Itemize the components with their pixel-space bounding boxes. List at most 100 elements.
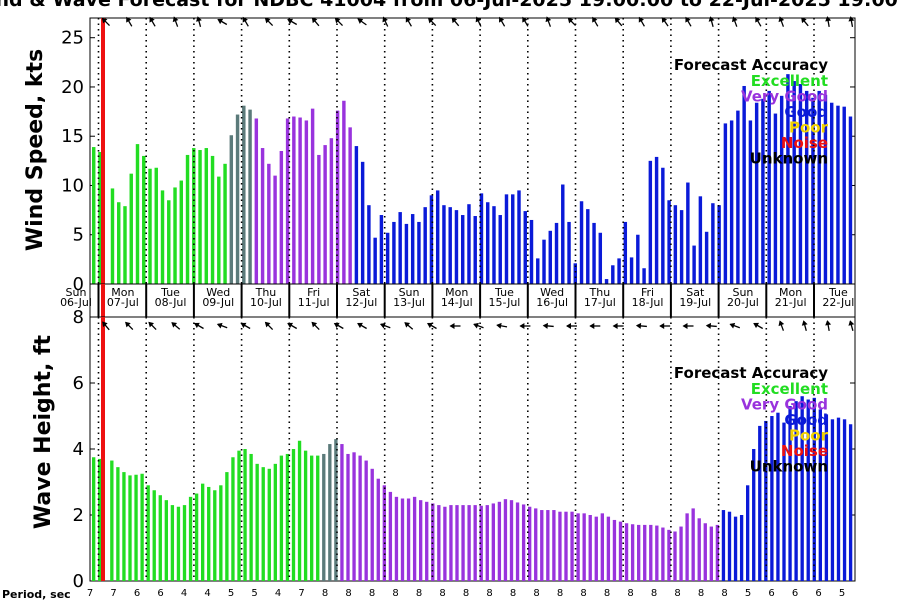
day-of-week-label: Sun xyxy=(732,286,753,299)
wind-direction-arrow xyxy=(427,17,437,26)
wind-direction-arrow xyxy=(311,17,320,27)
wind-bar xyxy=(561,184,565,284)
wave-bar xyxy=(509,500,514,581)
wave-bar xyxy=(406,498,411,581)
wind-bar xyxy=(242,105,246,284)
wave-bar xyxy=(328,444,332,581)
wave-direction-arrow xyxy=(848,320,855,331)
wave-bar xyxy=(637,524,641,581)
wind-bar xyxy=(217,176,221,284)
wave-bar xyxy=(370,468,374,581)
arrow-head xyxy=(404,322,411,328)
wind-bar xyxy=(279,151,284,284)
wind-bar xyxy=(517,190,521,284)
wave-bar xyxy=(110,460,114,581)
wind-direction-arrow xyxy=(661,17,669,27)
wind-bar xyxy=(567,221,571,284)
wind-direction-arrow xyxy=(778,16,785,27)
arrow-head xyxy=(542,322,548,329)
wind-bar xyxy=(486,202,490,284)
wave-bar xyxy=(437,505,441,581)
wave-direction-arrow xyxy=(287,322,298,330)
wave-bar xyxy=(297,440,302,581)
wind-bar xyxy=(373,237,377,284)
wind-bar xyxy=(392,221,396,284)
wind-bar xyxy=(779,95,784,285)
wave-direction-arrow xyxy=(566,323,577,329)
date-label: 18-Jul xyxy=(632,296,664,309)
arrow-head xyxy=(449,323,455,329)
wind-legend-item: Poor xyxy=(789,119,829,137)
wind-bar xyxy=(98,151,102,284)
period-value: 8 xyxy=(416,588,422,599)
arrow-head xyxy=(682,323,688,329)
wave-bar xyxy=(782,422,786,581)
wave-bar xyxy=(92,457,96,581)
arrow-head xyxy=(566,323,571,329)
period-value: 8 xyxy=(486,588,492,599)
wave-bar xyxy=(746,485,750,581)
period-value: 5 xyxy=(745,588,751,599)
day-of-week-label: Tue xyxy=(160,286,180,299)
wind-bar xyxy=(586,209,590,284)
wind-bar xyxy=(323,145,327,284)
wave-bar xyxy=(219,485,223,581)
arrow-head xyxy=(685,16,691,23)
wave-bar xyxy=(576,513,580,581)
day-of-week-label: Sun xyxy=(66,286,87,299)
date-label: 11-Jul xyxy=(298,296,330,309)
wave-direction-arrow xyxy=(379,322,391,329)
wind-bar xyxy=(698,196,703,284)
wave-bar xyxy=(152,490,156,581)
arrow-head xyxy=(149,16,155,23)
wind-bar xyxy=(410,214,415,284)
period-value: 8 xyxy=(557,588,563,599)
arrow-head xyxy=(264,17,271,24)
date-label: 12-Jul xyxy=(345,296,377,309)
period-value: 8 xyxy=(369,588,375,599)
wind-bar xyxy=(442,205,446,284)
wave-bar xyxy=(691,508,695,581)
arrow-head xyxy=(172,16,179,23)
arrow-head xyxy=(242,16,248,23)
arrow-head xyxy=(264,321,271,328)
day-of-week-label: Thu xyxy=(255,286,277,299)
day-of-week-label: Mon xyxy=(445,286,468,299)
wind-bar xyxy=(648,160,653,284)
wave-bar xyxy=(382,485,386,581)
wind-bar xyxy=(798,84,803,284)
arrow-head xyxy=(216,322,223,329)
wave-direction-arrow xyxy=(612,323,624,329)
day-of-week-label: Fri xyxy=(641,286,654,299)
wave-direction-arrow xyxy=(125,321,134,330)
wave-direction-arrow xyxy=(825,320,832,332)
wind-speed-panel: 0 5 10 15 20 25 Forecast AccuracyExcellentVery… xyxy=(61,16,856,295)
wave-bar xyxy=(570,511,574,581)
wind-bar xyxy=(736,110,740,284)
wave-direction-arrow xyxy=(102,321,110,331)
arrow-head xyxy=(755,16,761,23)
day-of-week-label: Sat xyxy=(352,286,371,299)
arrow-head xyxy=(778,320,785,327)
arrow-head xyxy=(589,323,595,329)
wind-bar xyxy=(404,223,409,284)
wind-bar xyxy=(117,202,121,284)
wave-bar xyxy=(207,486,211,581)
arrow-head xyxy=(311,321,318,328)
wind-bar xyxy=(773,113,778,285)
wave-bar xyxy=(231,457,235,581)
wind-direction-arrow xyxy=(172,16,179,27)
arrow-head xyxy=(126,16,132,23)
wind-bar xyxy=(611,265,615,284)
wind-legend-item: Unknown xyxy=(750,150,828,168)
wave-bar xyxy=(800,396,804,581)
wave-bar xyxy=(467,505,471,581)
wave-direction-arrow xyxy=(682,323,694,329)
wind-bar xyxy=(460,215,465,284)
period-value: 5 xyxy=(228,588,234,599)
period-value: 8 xyxy=(721,588,727,599)
wind-direction-arrow xyxy=(825,16,832,28)
wave-bar xyxy=(316,455,320,581)
wave-bar xyxy=(600,513,604,581)
